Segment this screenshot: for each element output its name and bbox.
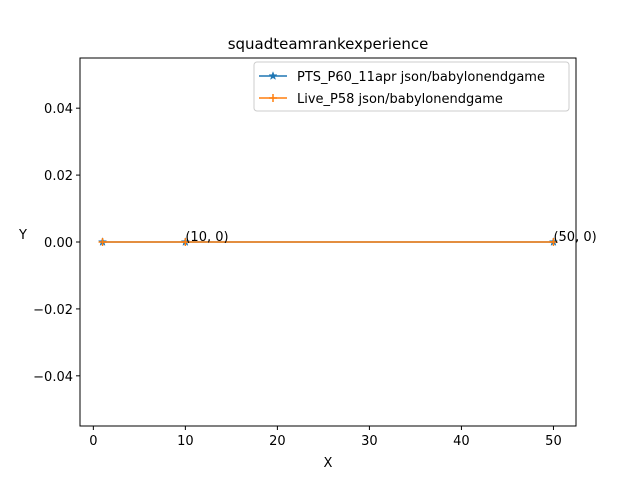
annotation-layer: (10, 0) (50, 0) [185,230,596,245]
series-2 [98,238,558,246]
y-tick-label: 0.02 [44,169,73,184]
x-tick-label: 50 [545,434,562,449]
x-tick-label: 0 [89,434,97,449]
legend-marker [268,71,278,81]
legend-label: Live_P58 json/babylonendgame [297,92,503,107]
legend-label: PTS_P60_11apr json/babylonendgame [297,70,545,85]
legend: PTS_P60_11apr json/babylonendgame Live_P5… [253,61,570,112]
x-tick-label: 30 [361,434,378,449]
x-axis-label: X [324,456,333,471]
series-layer [97,237,559,247]
point-annotation: (10, 0) [185,230,228,245]
x-tick-label: 10 [177,434,194,449]
data-point [98,238,107,246]
legend-marker [269,94,277,102]
y-tick-label: −0.04 [33,370,73,385]
y-tick-label: 0.04 [44,102,73,117]
x-tick-label: 40 [453,434,470,449]
x-axis-ticks: 0 10 20 30 40 50 [89,426,562,449]
point-annotation: (50, 0) [553,230,596,245]
data-point [549,238,558,246]
data-point [181,238,190,246]
chart-title: squadteamrankexperience [228,35,429,53]
y-tick-label: −0.02 [33,303,73,318]
legend-item-2: Live_P58 json/babylonendgame [259,92,503,107]
legend-box [253,61,570,112]
y-axis-label: Y [18,228,27,243]
y-tick-label: 0.00 [44,236,73,251]
legend-item-1: PTS_P60_11apr json/babylonendgame [259,70,545,85]
x-tick-label: 20 [269,434,286,449]
y-axis-ticks: −0.04 −0.02 0.00 0.02 0.04 [33,102,80,385]
